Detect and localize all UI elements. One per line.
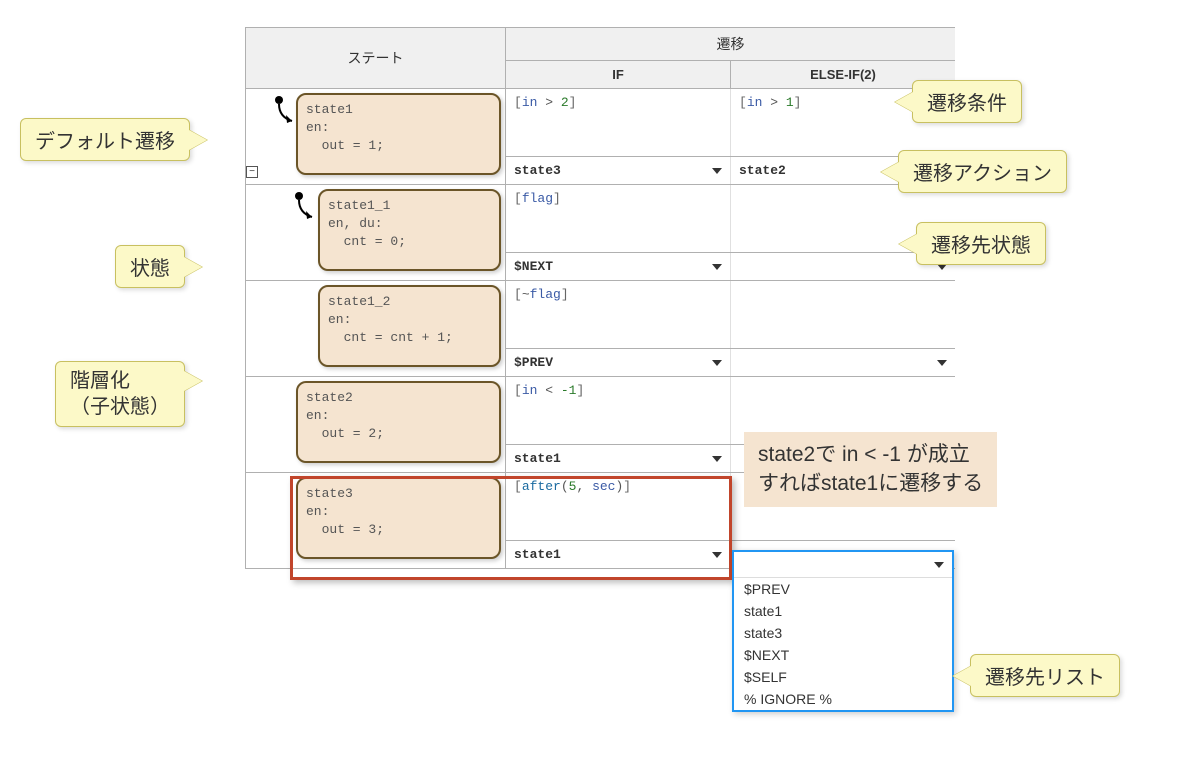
explanation-box: state2で in < -1 が成立 すればstate1に遷移する	[744, 432, 997, 507]
state-cell: state1_2 en: cnt = cnt + 1;	[246, 281, 506, 376]
callout-text: （子状態）	[70, 396, 170, 418]
callout-text: 遷移先状態	[931, 235, 1031, 257]
callout-text: 遷移先リスト	[985, 667, 1105, 689]
destination-value: $NEXT	[514, 259, 553, 274]
table-row: state1_1 en, du: cnt = 0; [flag] $NEXT	[246, 184, 955, 280]
destination-value: state1	[514, 547, 561, 562]
table-row: state1_2 en: cnt = cnt + 1; [~flag] $PRE…	[246, 280, 955, 376]
callout-transition-dest: 遷移先状態	[916, 222, 1046, 265]
chevron-down-icon	[937, 360, 947, 366]
dropdown-item[interactable]: $NEXT	[734, 644, 952, 666]
destination-value: $PREV	[514, 355, 553, 370]
chevron-down-icon	[934, 562, 944, 568]
header-transition-group: 遷移 IF ELSE-IF(2)	[506, 28, 955, 88]
destination-value: state2	[739, 163, 786, 178]
if-condition-cell[interactable]: [flag]	[506, 185, 731, 252]
explanation-line: すればstate1に遷移する	[758, 472, 983, 495]
callout-hierarchy: 階層化 （子状態）	[55, 361, 185, 427]
if-condition-cell[interactable]: [after(5, sec)]	[506, 473, 731, 540]
destination-value: state1	[514, 451, 561, 466]
elseif-condition-cell[interactable]	[731, 281, 955, 348]
dropdown-item[interactable]: state1	[734, 600, 952, 622]
if-destination-cell[interactable]: $NEXT	[506, 253, 731, 280]
state-box[interactable]: state2 en: out = 2;	[296, 381, 501, 463]
callout-default-transition: デフォルト遷移	[20, 118, 190, 161]
state-cell: state3 en: out = 3;	[246, 473, 506, 568]
default-transition-icon	[294, 191, 316, 221]
state-box[interactable]: state1_2 en: cnt = cnt + 1;	[318, 285, 501, 367]
chevron-down-icon	[712, 168, 722, 174]
callout-transition-condition: 遷移条件	[912, 80, 1022, 123]
callout-text: 階層化	[70, 370, 130, 392]
if-condition-cell[interactable]: [~flag]	[506, 281, 731, 348]
default-transition-icon	[274, 95, 296, 125]
dropdown-item[interactable]: $SELF	[734, 666, 952, 688]
dropdown-item[interactable]: % IGNORE %	[734, 688, 952, 710]
header-if-col: IF	[506, 61, 731, 88]
table-header: ステート 遷移 IF ELSE-IF(2)	[246, 28, 955, 88]
callout-text: 遷移条件	[927, 93, 1007, 115]
elseif-destination-cell[interactable]	[731, 349, 955, 376]
state-cell: state1_1 en, du: cnt = 0;	[246, 185, 506, 280]
if-destination-cell[interactable]: state3	[506, 157, 731, 184]
state-box[interactable]: state1 en: out = 1;	[296, 93, 501, 175]
dropdown-item[interactable]: $PREV	[734, 578, 952, 600]
chevron-down-icon	[712, 360, 722, 366]
state-cell: state2 en: out = 2;	[246, 377, 506, 472]
table-row: − state1 en: out = 1; [in > 2] [in > 1] …	[246, 88, 955, 184]
if-destination-cell[interactable]: state1	[506, 541, 731, 568]
callout-text: 状態	[130, 258, 170, 280]
callout-state: 状態	[115, 245, 185, 288]
header-transition-label: 遷移	[506, 28, 955, 61]
if-destination-cell[interactable]: $PREV	[506, 349, 731, 376]
callout-text: 遷移アクション	[913, 163, 1052, 185]
dropdown-item[interactable]: state3	[734, 622, 952, 644]
if-condition-cell[interactable]: [in < -1]	[506, 377, 731, 444]
state-box[interactable]: state3 en: out = 3;	[296, 477, 501, 559]
if-destination-cell[interactable]: state1	[506, 445, 731, 472]
callout-transition-list: 遷移先リスト	[970, 654, 1120, 697]
if-condition-cell[interactable]: [in > 2]	[506, 89, 731, 156]
explanation-line: state2で in < -1 が成立	[758, 443, 970, 466]
chevron-down-icon	[712, 456, 722, 462]
callout-text: デフォルト遷移	[35, 131, 175, 153]
chevron-down-icon	[712, 264, 722, 270]
header-state-col: ステート	[246, 28, 506, 88]
destination-dropdown-open[interactable]: $PREV state1 state3 $NEXT $SELF % IGNORE…	[732, 550, 954, 712]
state-cell: − state1 en: out = 1;	[246, 89, 506, 184]
dropdown-selected[interactable]	[734, 552, 952, 578]
expand-toggle[interactable]: −	[246, 166, 258, 178]
state-box[interactable]: state1_1 en, du: cnt = 0;	[318, 189, 501, 271]
callout-transition-action: 遷移アクション	[898, 150, 1067, 193]
destination-value: state3	[514, 163, 561, 178]
chevron-down-icon	[712, 552, 722, 558]
